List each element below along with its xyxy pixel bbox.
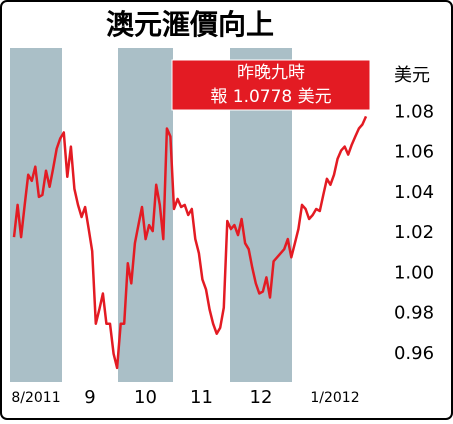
y-tick-label: 1.02 [394, 222, 434, 243]
chart-title: 澳元滙價向上 [106, 8, 274, 41]
y-unit: 美元 [394, 65, 430, 86]
x-tick-label: 11 [190, 387, 213, 408]
annotation-box [171, 59, 371, 111]
y-tick-label: 1.06 [394, 142, 434, 163]
line [12, 115, 368, 370]
annotation: 昨晚九時 [237, 63, 305, 83]
y-tick-label: 1.00 [394, 262, 434, 283]
annotation: 報 1.0778 美元 [210, 87, 331, 107]
x-tick-label: 12 [250, 387, 273, 408]
y-tick-label: 1.08 [394, 101, 434, 122]
y-tick-label: 0.98 [394, 303, 434, 324]
y-tick-label: 0.96 [394, 343, 434, 364]
y-tick-label: 1.04 [394, 182, 434, 203]
x-tick-label: 1/2012 [310, 390, 359, 406]
x-tick-label: 8/2011 [11, 390, 60, 406]
x-tick-label: 9 [84, 387, 95, 408]
x-tick-label: 10 [134, 387, 157, 408]
